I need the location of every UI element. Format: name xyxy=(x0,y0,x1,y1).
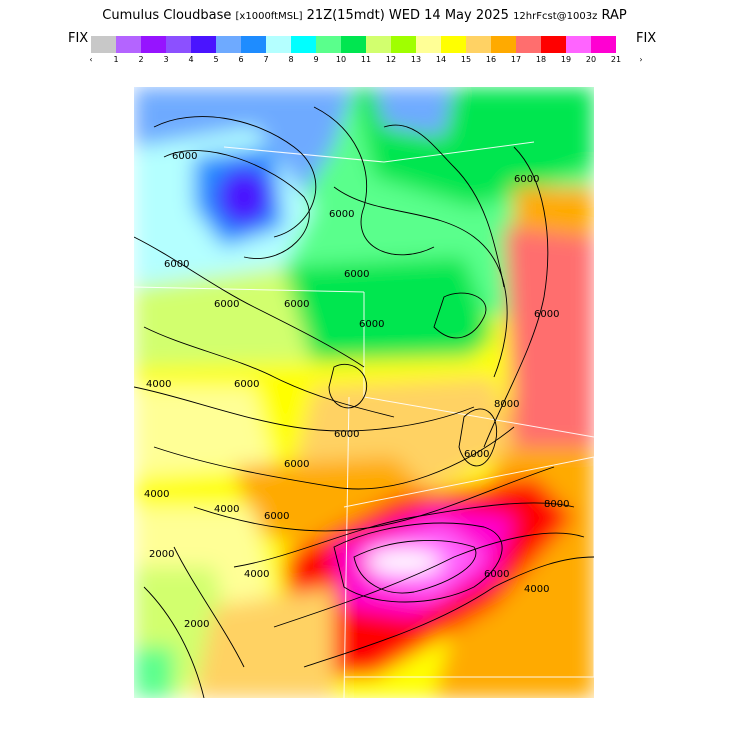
contour-label: 6000 xyxy=(172,151,197,162)
contour-label: 6000 xyxy=(329,209,354,220)
fix-label-right: FIX xyxy=(636,31,657,46)
legend-swatch xyxy=(216,36,241,53)
legend-tick-label: 10 xyxy=(335,55,347,64)
contour-label: 6000 xyxy=(214,299,239,310)
legend-tick-label: 6 xyxy=(238,55,244,64)
contour-label-group: 6000 6000 6000 6000 6000 6000 6000 6000 … xyxy=(144,151,569,630)
legend-swatch xyxy=(491,36,516,53)
contour-label: 6000 xyxy=(334,429,359,440)
legend-ticks: ‹ 1 2 3 4 5 6 7 8 9 10 11 12 13 14 15 16 17 18 19 20 21 › xyxy=(89,55,643,67)
legend-tick-label: 16 xyxy=(485,55,497,64)
map-region-south-orange xyxy=(194,587,334,698)
legend-tick-label: 21 xyxy=(610,55,622,64)
legend-swatch xyxy=(566,36,591,53)
legend-tick-label: 19 xyxy=(560,55,572,64)
legend-swatch xyxy=(291,36,316,53)
legend-tick-label: › xyxy=(639,55,643,64)
contour-label: 4000 xyxy=(524,584,549,595)
legend-tick-label: 1 xyxy=(113,55,119,64)
contour-label: 6000 xyxy=(359,319,384,330)
contour-label: 6000 xyxy=(464,449,489,460)
legend-swatch xyxy=(166,36,191,53)
legend-tick-label: 11 xyxy=(360,55,372,64)
contour-label: 6000 xyxy=(264,511,289,522)
contour-label: 6000 xyxy=(484,569,509,580)
contour-label: 8000 xyxy=(494,399,519,410)
legend-swatch xyxy=(191,36,216,53)
title-units: [x1000ftMSL] xyxy=(235,11,303,22)
contour-label: 4000 xyxy=(146,379,171,390)
legend-tick-label: 9 xyxy=(313,55,319,64)
legend-swatch xyxy=(341,36,366,53)
legend-swatch xyxy=(266,36,291,53)
contour-label: 4000 xyxy=(144,489,169,500)
contour-label: 2000 xyxy=(184,619,209,630)
map-region-southwest-green xyxy=(134,647,174,698)
title-valid-time: 21Z(15mdt) WED 14 May 2025 xyxy=(306,8,509,23)
contour-label: 8000 xyxy=(544,499,569,510)
legend-swatch xyxy=(416,36,441,53)
legend-swatch xyxy=(591,36,616,53)
legend-tick-label: 8 xyxy=(288,55,294,64)
fix-label-left: FIX xyxy=(68,31,89,46)
contour-label: 6000 xyxy=(234,379,259,390)
legend-tick-label: 3 xyxy=(163,55,169,64)
title-main: Cumulus Cloudbase xyxy=(102,8,232,23)
contour-label: 6000 xyxy=(344,269,369,280)
legend-swatch xyxy=(141,36,166,53)
legend-swatch xyxy=(466,36,491,53)
contour-label: 6000 xyxy=(284,299,309,310)
legend-tick-label: 20 xyxy=(585,55,597,64)
legend-tick-label: 4 xyxy=(188,55,194,64)
legend-tick-label: 15 xyxy=(460,55,472,64)
legend-swatch xyxy=(91,36,116,53)
legend-swatch xyxy=(241,36,266,53)
map-region-white-core xyxy=(366,550,442,574)
legend-swatch xyxy=(391,36,416,53)
contour-label: 6000 xyxy=(534,309,559,320)
legend-tick-label: 17 xyxy=(510,55,522,64)
legend-tick-label: 7 xyxy=(263,55,269,64)
legend-swatch xyxy=(441,36,466,53)
map-region-north-dark-blue xyxy=(374,87,454,137)
contour-label: 4000 xyxy=(244,569,269,580)
legend-tick-label: 12 xyxy=(385,55,397,64)
contour-label: 4000 xyxy=(214,504,239,515)
color-legend xyxy=(91,36,616,53)
legend-swatch xyxy=(116,36,141,53)
contour-lines xyxy=(134,106,594,698)
map-region-central-green xyxy=(284,257,494,387)
legend-tick-label: 14 xyxy=(435,55,447,64)
legend-tick-label: 5 xyxy=(213,55,219,64)
contour-label: 2000 xyxy=(149,549,174,560)
legend-swatch xyxy=(516,36,541,53)
title-forecast-info: 12hrFcst@1003z xyxy=(513,11,598,22)
contour-label: 6000 xyxy=(164,259,189,270)
map-panel: 6000 6000 6000 6000 6000 6000 6000 6000 … xyxy=(134,87,594,698)
contour-label: 6000 xyxy=(284,459,309,470)
legend-tick-label: 18 xyxy=(535,55,547,64)
title-model: RAP xyxy=(601,8,627,23)
legend-swatch xyxy=(366,36,391,53)
legend-tick-label: ‹ xyxy=(89,55,93,64)
legend-swatch xyxy=(316,36,341,53)
legend-tick-label: 2 xyxy=(138,55,144,64)
chart-title: Cumulus Cloudbase [x1000ftMSL] 21Z(15mdt… xyxy=(0,8,729,23)
legend-swatch xyxy=(541,36,566,53)
contour-label: 6000 xyxy=(514,174,539,185)
legend-tick-label: 13 xyxy=(410,55,422,64)
map-region-east-pink xyxy=(504,227,594,447)
map-region-purple-pocket xyxy=(216,167,272,227)
map-region-light-yellow xyxy=(134,387,274,477)
